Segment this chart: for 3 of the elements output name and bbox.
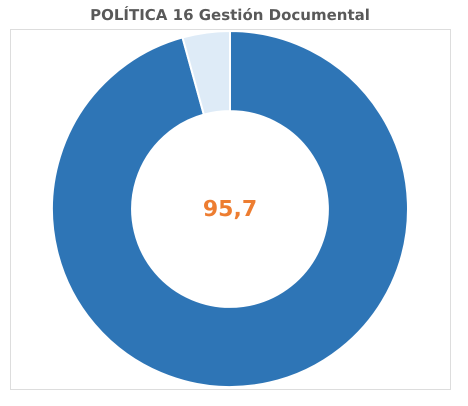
chart-title: POLÍTICA 16 Gestión Documental — [90, 6, 370, 24]
text: 95,7 — [202, 197, 258, 222]
donut-slice — [51, 30, 409, 388]
